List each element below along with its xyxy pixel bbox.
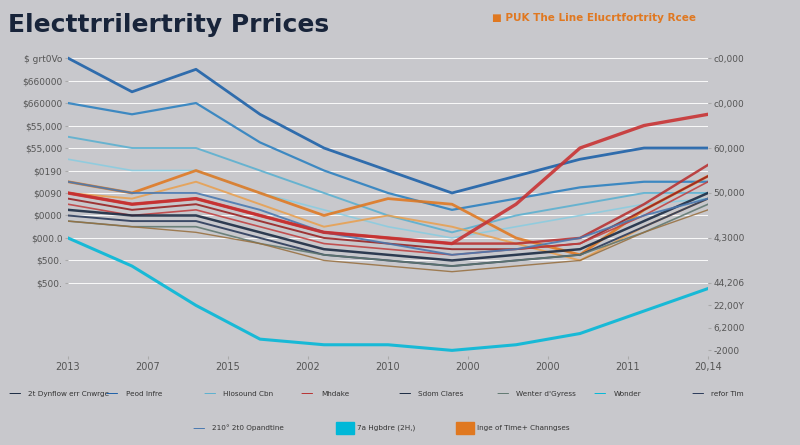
Text: Mhdake: Mhdake [321,391,349,397]
Text: 7a Hgbdre (2H,): 7a Hgbdre (2H,) [357,425,415,431]
Text: —: — [301,387,314,400]
Text: Wonder: Wonder [614,391,642,397]
Text: Wenter d'Gyress: Wenter d'Gyress [516,391,576,397]
Text: Hlosound Cbn: Hlosound Cbn [223,391,274,397]
Text: —: — [496,387,509,400]
Text: ■ PUK The Line Elucrtfortrity Rcee: ■ PUK The Line Elucrtfortrity Rcee [492,13,696,23]
Text: Inge of Time+ Channgses: Inge of Time+ Channgses [477,425,570,431]
Text: Peod Infre: Peod Infre [126,391,162,397]
Text: 2t Dynflow err Cnwrge: 2t Dynflow err Cnwrge [28,391,109,397]
Text: —: — [8,387,21,400]
Text: —: — [691,387,704,400]
Text: —: — [192,421,205,435]
Text: Sdom Clares: Sdom Clares [418,391,464,397]
Text: —: — [594,387,606,400]
Text: —: — [398,387,411,400]
Text: —: — [203,387,216,400]
Text: refor Tim: refor Tim [711,391,744,397]
Text: —: — [106,387,118,400]
Text: 210° 2t0 Opandtine: 210° 2t0 Opandtine [212,425,284,432]
Text: Electtrrilertrity Prrices: Electtrrilertrity Prrices [8,13,329,37]
